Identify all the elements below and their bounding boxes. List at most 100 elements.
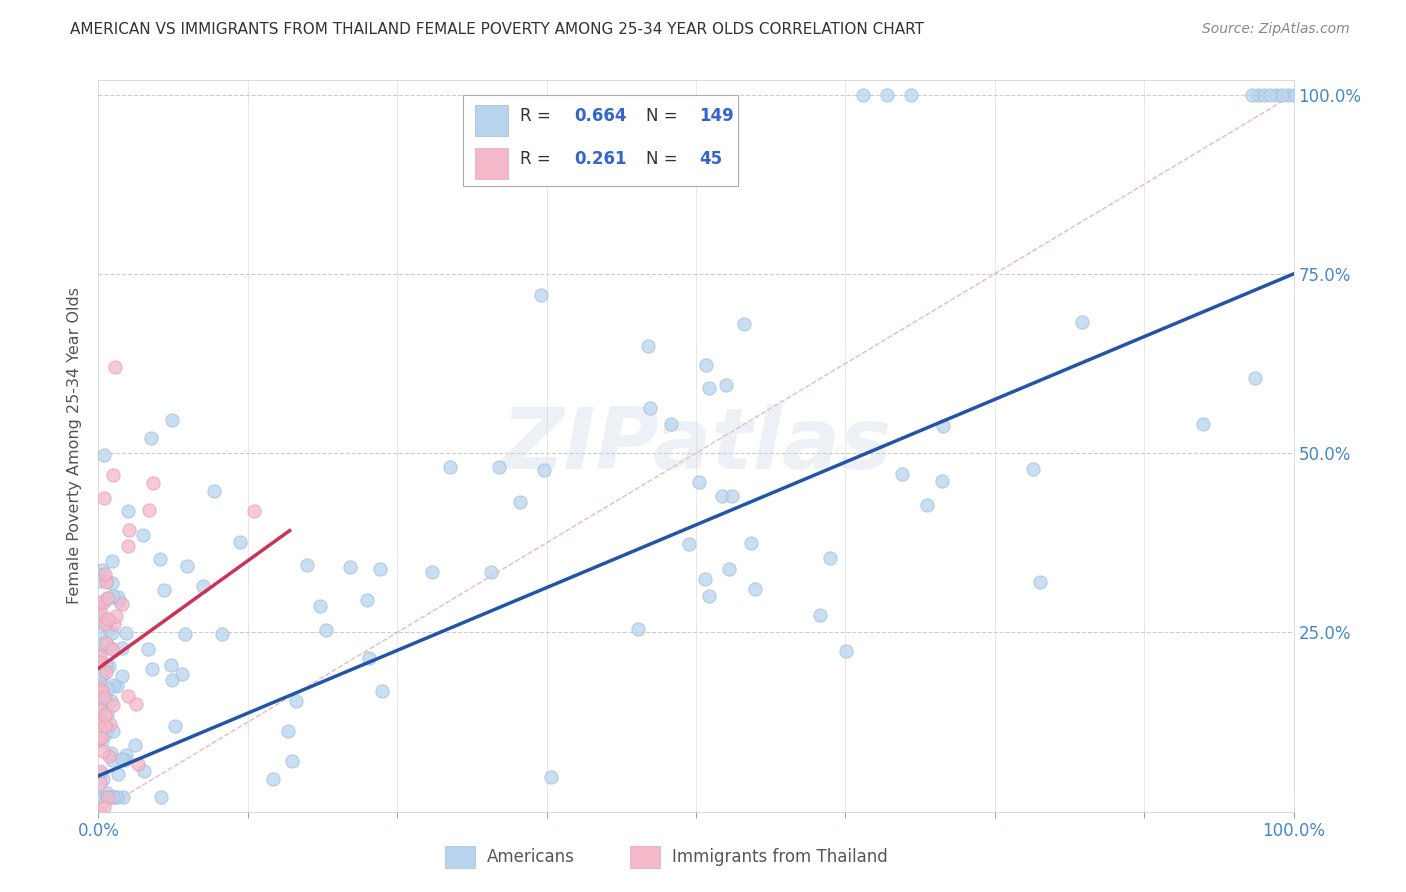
Point	[96, 706, 118, 721]
Point	[89, 703, 111, 717]
Point	[101, 698, 124, 712]
Point	[93, 595, 115, 609]
Point	[108, 594, 131, 608]
Point	[1192, 417, 1215, 432]
Point	[165, 719, 187, 733]
Point	[118, 523, 141, 537]
Point	[173, 627, 195, 641]
Point	[876, 87, 898, 102]
Point	[204, 483, 226, 498]
Point	[87, 567, 110, 582]
Point	[89, 805, 111, 819]
Point	[90, 689, 112, 703]
Point	[285, 693, 308, 707]
Point	[96, 786, 118, 800]
Point	[89, 596, 111, 610]
Point	[139, 431, 162, 445]
Point	[91, 614, 114, 628]
Point	[87, 731, 110, 746]
Point	[688, 475, 710, 489]
Point	[90, 765, 112, 780]
Point	[295, 558, 318, 573]
Point	[127, 756, 149, 771]
Point	[96, 636, 118, 650]
Point	[111, 640, 134, 655]
Point	[111, 790, 134, 805]
Point	[439, 460, 461, 475]
Point	[89, 648, 111, 663]
Point	[262, 772, 284, 787]
Point	[100, 576, 122, 591]
Point	[93, 744, 115, 758]
Point	[277, 724, 299, 739]
Point	[1244, 371, 1267, 385]
Point	[107, 766, 129, 780]
Text: 45: 45	[700, 150, 723, 168]
Point	[89, 626, 111, 640]
Point	[339, 559, 361, 574]
Point	[89, 698, 111, 713]
Point	[152, 583, 174, 598]
Point	[87, 708, 110, 723]
Point	[93, 448, 115, 462]
Point	[105, 790, 128, 805]
Point	[94, 575, 117, 590]
Point	[136, 642, 159, 657]
Point	[98, 717, 121, 731]
Point	[162, 673, 184, 688]
Point	[356, 592, 378, 607]
Point	[94, 719, 117, 733]
Point	[94, 690, 117, 705]
Point	[104, 360, 127, 375]
Point	[104, 790, 127, 805]
Point	[87, 690, 110, 704]
Point	[104, 608, 127, 623]
Point	[714, 377, 737, 392]
Point	[159, 658, 181, 673]
Point	[100, 626, 122, 640]
Point	[211, 627, 233, 641]
Point	[1071, 315, 1094, 329]
Point	[315, 624, 337, 638]
Point	[540, 770, 562, 784]
Point	[740, 536, 762, 550]
Point	[103, 678, 125, 692]
Point	[357, 650, 380, 665]
Point	[87, 600, 110, 615]
Text: AMERICAN VS IMMIGRANTS FROM THAILAND FEMALE POVERTY AMONG 25-34 YEAR OLDS CORREL: AMERICAN VS IMMIGRANTS FROM THAILAND FEM…	[70, 22, 924, 37]
Point	[1021, 462, 1043, 476]
Point	[87, 706, 110, 721]
Point	[96, 790, 118, 805]
Point	[101, 790, 124, 805]
Text: Immigrants from Thailand: Immigrants from Thailand	[672, 848, 887, 866]
Point	[100, 640, 122, 655]
Text: 0.664: 0.664	[574, 107, 627, 125]
Point	[94, 726, 117, 740]
Point	[91, 772, 114, 786]
Point	[637, 338, 659, 352]
Point	[124, 739, 146, 753]
Point	[530, 288, 553, 302]
Point	[370, 562, 392, 576]
Point	[89, 714, 111, 729]
Point	[1277, 87, 1299, 102]
Point	[170, 667, 193, 681]
FancyBboxPatch shape	[630, 847, 661, 868]
Point	[721, 489, 744, 503]
Point	[97, 790, 120, 805]
Point	[114, 753, 136, 767]
Point	[94, 665, 117, 680]
Point	[176, 559, 198, 574]
Point	[111, 752, 134, 766]
Point	[717, 562, 740, 576]
Text: Source: ZipAtlas.com: Source: ZipAtlas.com	[1202, 22, 1350, 37]
Point	[931, 475, 953, 489]
Point	[1253, 87, 1275, 102]
Point	[89, 595, 111, 609]
Text: ZIPatlas: ZIPatlas	[501, 404, 891, 488]
Point	[818, 551, 841, 566]
FancyBboxPatch shape	[475, 105, 509, 136]
Point	[89, 776, 111, 790]
Point	[96, 591, 118, 605]
Text: R =: R =	[520, 150, 557, 168]
